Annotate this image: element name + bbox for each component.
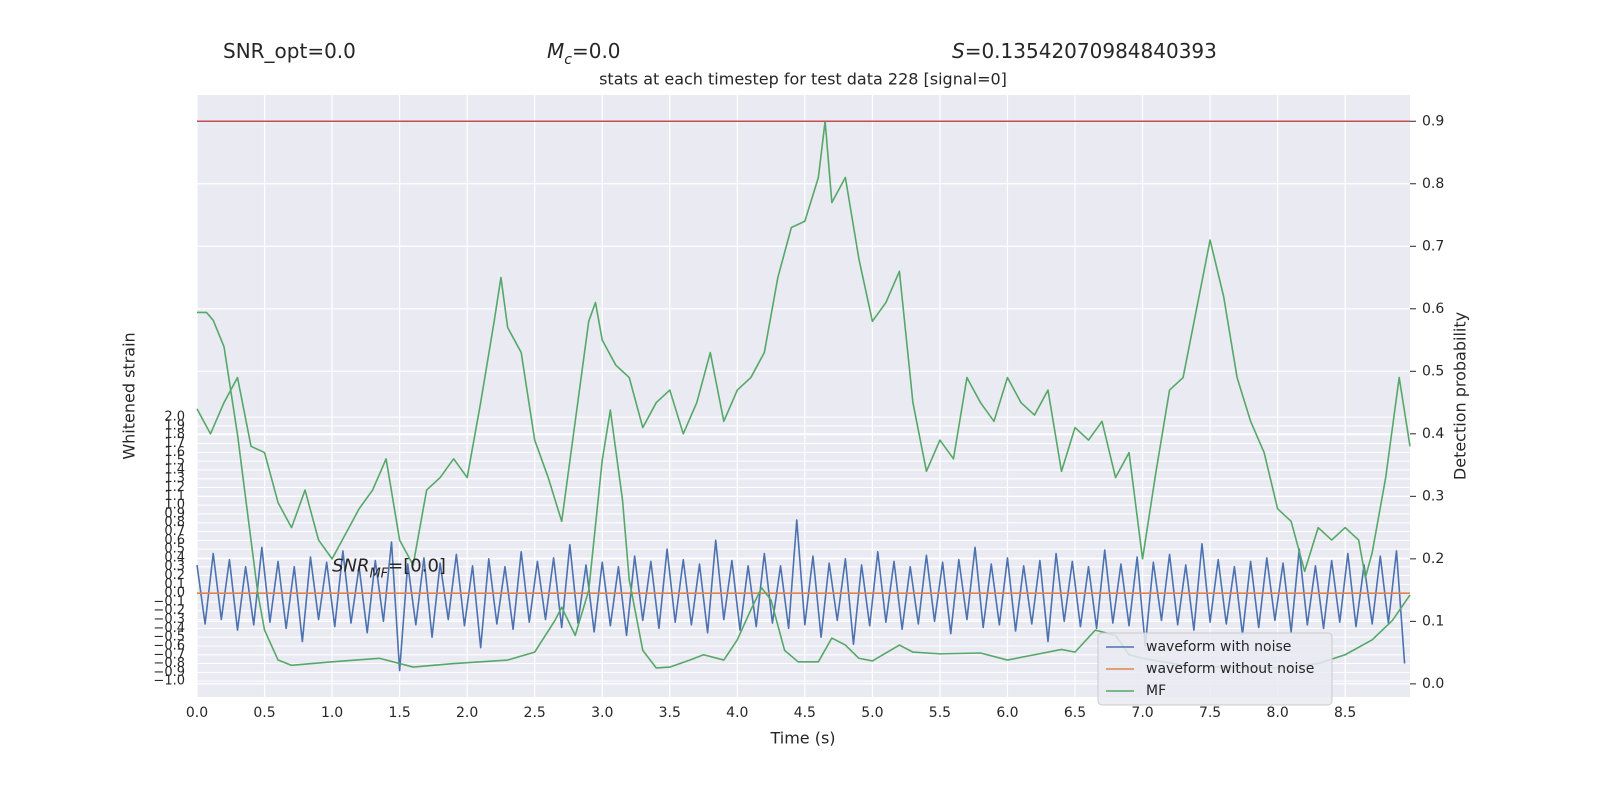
annotation-text: SNR_opt=0.0 [223,39,356,63]
y-tick-label: −0.2 [153,603,185,618]
y2-tick-label: 0.8 [1422,176,1444,192]
y-tick-label: 0.9 [164,506,185,521]
y-tick-label: 2.0 [164,410,185,425]
y-tick-label: 1.0 [164,498,185,513]
x-tick-label: 1.0 [321,705,343,721]
x-tick-label: 2.0 [456,705,478,721]
annotation-subscript: c [564,52,572,68]
annotation-subscript: MF [369,567,388,582]
y-tick-label: 0.2 [164,568,185,583]
annotation: SNR_opt=0.0 [223,39,356,63]
y-tick-label: −0.6 [153,638,185,653]
x-tick-label: 4.0 [726,705,748,721]
x-tick-label: 7.5 [1199,705,1221,721]
labels: 0.0 0.5 1.0 1.5 2.0 2.5 3.0 3.5 4.0 4.5 5.0 5.5 6.0 6… [153,39,1444,722]
x-tick-label: 7.0 [1131,705,1153,721]
annotation-text: =[0.0] [388,556,446,577]
x-tick-label: 0.0 [186,705,208,721]
y-tick-label: 0.0 [164,586,185,601]
legend-label: MF [1146,683,1166,699]
y-tick-label: −0.1 [153,594,185,609]
y2-axis-label: Detection probability [1451,312,1470,480]
y-tick-label: −0.9 [153,665,185,680]
y2-tick-label: 0.4 [1422,426,1444,442]
annotation-text: =0.13542070984840393 [965,39,1217,63]
y-tick-label: −0.7 [153,647,185,662]
legend-label: waveform without noise [1146,661,1314,677]
x-tick-label: 6.0 [996,705,1018,721]
y-tick-label: 1.6 [164,445,185,460]
y-tick-label: 0.5 [164,542,185,557]
x-tick-label: 1.5 [388,705,410,721]
y2-tick-label: 0.6 [1422,301,1444,317]
y-tick-label: 0.1 [164,577,185,592]
y-tick-label: 1.4 [164,462,185,477]
legend-box [1097,632,1333,706]
y2-tick-label: 0.2 [1422,551,1444,567]
x-tick-label: 5.5 [929,705,951,721]
y2-tick-label: 0.5 [1422,363,1444,379]
y-tick-label: 1.9 [164,418,185,433]
annotation-symbol: M [547,39,564,63]
chart-title: stats at each timestep for test data 228… [599,70,1007,89]
y2-tick-label: 0.9 [1422,113,1444,129]
y-tick-label: −0.8 [153,656,185,671]
y-tick-label: 1.2 [164,480,185,495]
y-tick-label: 1.1 [164,489,185,504]
x-tick-label: 2.5 [524,705,546,721]
y-tick-label: 0.7 [164,524,185,539]
annotation-text: =0.0 [572,39,621,63]
y2-tick-label: 0.1 [1422,613,1444,629]
annotation: SNRMF=[0.0] [332,556,446,582]
y-tick-label: −0.4 [153,621,185,636]
y-tick-label: 1.7 [164,436,185,451]
legend-label: waveform with noise [1146,639,1291,655]
y-tick-label: −1.0 [153,674,185,689]
x-tick-label: 3.5 [659,705,681,721]
y-tick-label: 0.3 [164,559,185,574]
series-line [196,519,1406,672]
x-tick-label: 3.0 [591,705,613,721]
annotation-symbol: SNR [332,556,369,577]
x-tick-label: 5.0 [861,705,883,721]
x-tick-label: 8.0 [1266,705,1288,721]
x-tick-label: 0.5 [253,705,275,721]
y2-tick-label: 0.3 [1422,488,1444,504]
y-axis-label: Whitened strain [120,332,139,459]
y-tick-label: 0.8 [164,515,185,530]
y-tick-label: 0.4 [164,550,185,565]
annotation: S=0.13542070984840393 [952,39,1217,63]
series-line [196,120,1411,579]
x-tick-label: 4.5 [794,705,816,721]
y-tick-label: 0.6 [164,533,185,548]
annotation-symbol: S [952,39,965,63]
annotation: Mc=0.0 [547,39,621,69]
y-tick-label: 1.3 [164,471,185,486]
y-tick-label: −0.3 [153,612,185,627]
y-tick-label: 1.5 [164,454,185,469]
y2-tick-label: 0.7 [1422,238,1444,254]
y-tick-label: −0.5 [153,630,185,645]
x-tick-label: 8.5 [1334,705,1356,721]
y2-tick-label: 0.0 [1422,676,1444,692]
y-tick-label: 1.8 [164,427,185,442]
x-tick-label: 6.5 [1064,705,1086,721]
x-axis-label: Time (s) [769,729,835,748]
